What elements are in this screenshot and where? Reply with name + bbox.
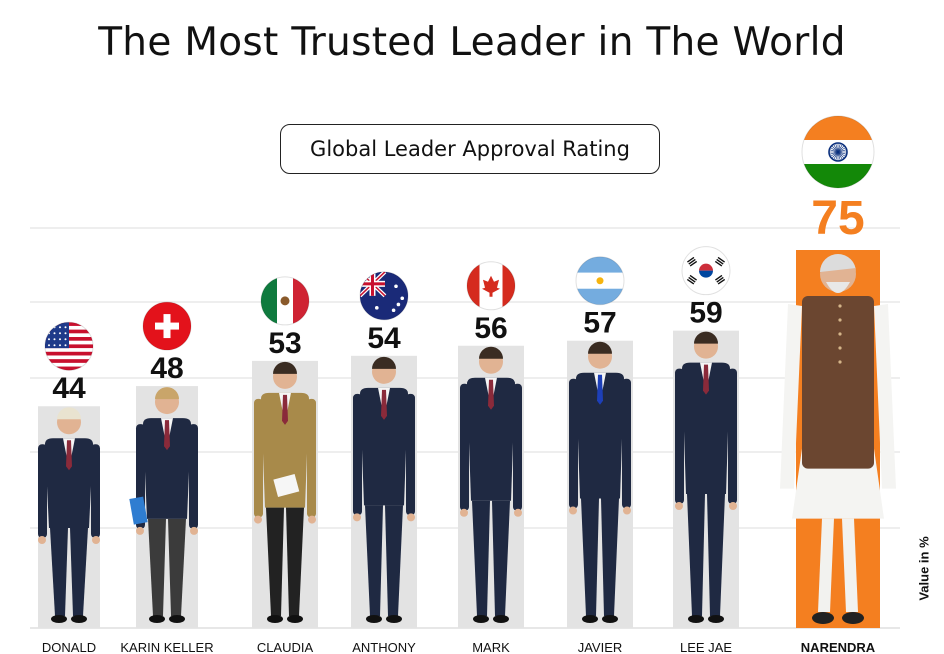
switzerland-flag-icon: [142, 301, 192, 351]
category-label: ANTHONY: [352, 640, 416, 654]
canada-flag-icon: [466, 261, 516, 311]
chart-subtitle: Global Leader Approval Rating: [280, 124, 660, 174]
india-flag-icon: [801, 115, 875, 189]
category-label: DONALD: [42, 640, 96, 654]
south-korea-flag-icon: [681, 246, 731, 296]
leader-figure: [460, 346, 522, 623]
value-label: 57: [583, 307, 616, 340]
value-labels: 44 48 53 54 56 57 59 75: [52, 192, 864, 405]
leader-figure: [569, 341, 631, 623]
leader-figure: [353, 356, 415, 623]
leader-figure: [254, 361, 316, 623]
category-label: LEE JAE: [680, 640, 732, 654]
value-label: 44: [52, 372, 86, 405]
chart-subtitle-text: Global Leader Approval Rating: [310, 137, 630, 161]
category-label: JAVIER: [578, 640, 623, 654]
argentina-flag-icon: [575, 256, 625, 306]
category-label: MARK: [472, 640, 510, 654]
category-labels: DONALD KARIN KELLER CLAUDIA ANTHONY MARK JAVI…: [42, 640, 876, 654]
flags-group: [44, 115, 875, 371]
chart-title: The Most Trusted Leader in The World: [98, 20, 846, 65]
leader-figure: [780, 254, 896, 624]
value-label: 75: [811, 192, 864, 245]
value-label: 59: [689, 297, 722, 330]
value-label: 53: [268, 327, 301, 360]
leader-figures: [38, 254, 896, 624]
value-label: 54: [367, 322, 401, 355]
category-label: CLAUDIA: [257, 640, 314, 654]
mexico-flag-icon: [260, 276, 310, 326]
leader-figure: [129, 387, 198, 623]
australia-flag-icon: [359, 271, 409, 321]
category-label: KARIN KELLER: [120, 640, 213, 654]
value-label: 48: [150, 352, 183, 385]
value-label: 56: [474, 312, 507, 345]
leader-figure: [675, 331, 737, 623]
leader-figure: [38, 407, 100, 623]
usa-flag-icon: [44, 321, 94, 371]
category-label: NARENDRA: [801, 640, 876, 654]
